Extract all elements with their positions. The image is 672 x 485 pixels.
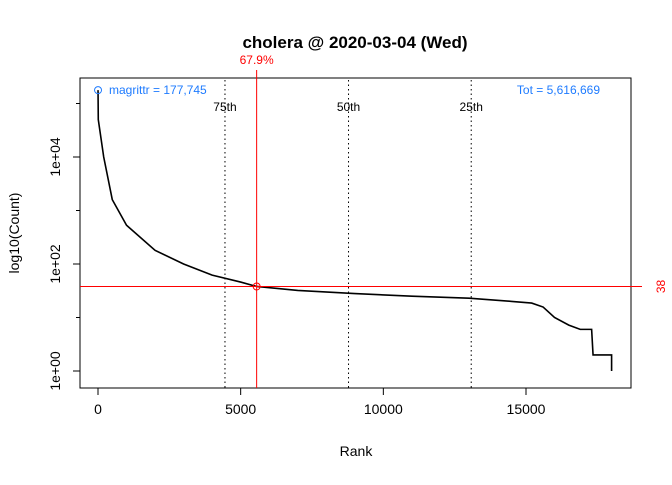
y-axis-label: log10(Count) — [6, 193, 22, 274]
x-tick-label: 5000 — [225, 401, 256, 417]
quantile-label: 25th — [460, 100, 483, 114]
quantile-label: 75th — [213, 100, 236, 114]
marker-point — [252, 282, 261, 291]
top-point-marker — [94, 86, 103, 95]
y-tick-label: 1e+00 — [47, 351, 63, 391]
count-label: 38 — [654, 279, 668, 293]
percent-label: 67.9% — [240, 53, 274, 67]
series-line — [97, 90, 613, 371]
total-label: Tot = 5,616,669 — [517, 83, 600, 97]
quantile-label: 50th — [337, 100, 360, 114]
plot-box — [79, 77, 632, 389]
top-point-label: magrittr = 177,745 — [109, 83, 207, 97]
x-tick-label: 15000 — [507, 401, 546, 417]
x-axis-label: Rank — [340, 443, 374, 459]
y-tick-label: 1e+04 — [47, 137, 63, 177]
x-tick-label: 0 — [94, 401, 102, 417]
y-tick-label: 1e+02 — [47, 244, 63, 284]
x-tick-label: 10000 — [364, 401, 403, 417]
chart-title: cholera @ 2020-03-04 (Wed) — [242, 33, 467, 52]
